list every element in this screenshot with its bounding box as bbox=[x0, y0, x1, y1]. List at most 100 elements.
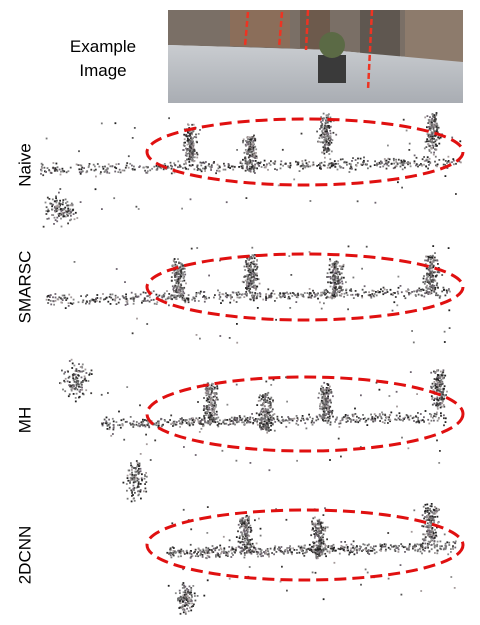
point bbox=[220, 302, 222, 304]
point bbox=[123, 419, 125, 421]
point bbox=[394, 167, 396, 169]
point bbox=[132, 494, 134, 496]
point bbox=[449, 162, 451, 164]
point bbox=[329, 417, 331, 419]
point bbox=[265, 419, 267, 421]
point bbox=[288, 547, 290, 549]
point bbox=[252, 263, 254, 265]
point bbox=[135, 467, 137, 469]
point bbox=[190, 138, 192, 140]
point bbox=[353, 297, 355, 299]
point bbox=[244, 423, 246, 425]
point bbox=[189, 165, 191, 167]
point bbox=[312, 290, 314, 292]
point bbox=[383, 287, 385, 289]
point bbox=[441, 545, 443, 547]
point bbox=[56, 220, 58, 222]
point bbox=[178, 420, 180, 422]
point bbox=[223, 552, 225, 554]
point bbox=[289, 549, 291, 551]
point bbox=[310, 296, 312, 298]
point bbox=[263, 401, 265, 403]
point bbox=[322, 129, 324, 131]
point bbox=[321, 546, 323, 548]
point bbox=[443, 398, 445, 400]
point bbox=[244, 416, 246, 418]
point bbox=[176, 421, 178, 423]
point bbox=[80, 366, 82, 368]
point bbox=[357, 200, 359, 202]
point bbox=[196, 157, 198, 159]
point bbox=[328, 388, 330, 390]
point bbox=[130, 477, 132, 479]
point bbox=[215, 421, 217, 423]
point bbox=[73, 385, 75, 387]
point bbox=[374, 164, 376, 166]
point bbox=[431, 420, 433, 422]
point bbox=[433, 128, 435, 130]
point bbox=[182, 167, 184, 169]
point bbox=[423, 296, 425, 298]
point bbox=[366, 164, 368, 166]
point bbox=[424, 543, 426, 545]
point bbox=[439, 450, 441, 452]
point bbox=[205, 392, 207, 394]
point bbox=[179, 592, 181, 594]
point bbox=[443, 414, 445, 416]
point bbox=[235, 549, 237, 551]
point bbox=[129, 474, 131, 476]
point bbox=[76, 381, 78, 383]
point bbox=[408, 416, 410, 418]
point bbox=[57, 299, 59, 301]
point bbox=[245, 535, 247, 537]
point bbox=[232, 169, 234, 171]
point bbox=[77, 380, 79, 382]
point bbox=[411, 291, 413, 293]
point bbox=[428, 256, 430, 258]
point bbox=[203, 291, 205, 293]
point bbox=[304, 545, 306, 547]
point bbox=[190, 198, 192, 200]
point bbox=[434, 288, 436, 290]
point bbox=[327, 281, 329, 283]
point bbox=[273, 417, 275, 419]
point bbox=[194, 153, 196, 155]
point bbox=[389, 548, 391, 550]
point bbox=[81, 169, 83, 171]
point bbox=[251, 247, 253, 249]
point bbox=[321, 402, 323, 404]
point bbox=[136, 206, 138, 208]
point bbox=[282, 149, 284, 151]
point bbox=[306, 428, 308, 430]
point bbox=[184, 138, 186, 140]
point bbox=[427, 545, 429, 547]
point bbox=[359, 420, 361, 422]
point bbox=[392, 293, 394, 295]
point bbox=[63, 208, 65, 210]
point bbox=[245, 516, 247, 518]
point bbox=[362, 549, 364, 551]
point bbox=[421, 544, 423, 546]
point bbox=[324, 544, 326, 546]
point bbox=[432, 144, 434, 146]
point bbox=[411, 330, 413, 332]
point bbox=[248, 265, 250, 267]
point bbox=[238, 291, 240, 293]
point bbox=[195, 134, 197, 136]
point bbox=[71, 367, 73, 369]
point bbox=[341, 272, 343, 274]
point bbox=[374, 413, 376, 415]
point-clouds bbox=[40, 112, 463, 615]
point bbox=[76, 393, 78, 395]
point bbox=[289, 545, 291, 547]
point bbox=[435, 123, 437, 125]
point bbox=[250, 462, 252, 464]
point bbox=[384, 422, 386, 424]
point bbox=[197, 401, 199, 403]
point bbox=[426, 138, 428, 140]
point bbox=[429, 158, 431, 160]
point bbox=[321, 308, 323, 310]
point bbox=[271, 411, 273, 413]
point bbox=[126, 298, 128, 300]
point bbox=[319, 548, 321, 550]
